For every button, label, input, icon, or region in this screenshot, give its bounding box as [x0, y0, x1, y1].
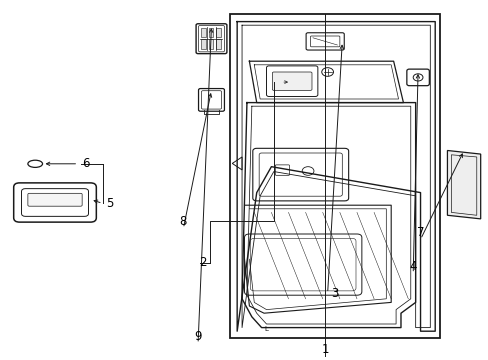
FancyBboxPatch shape [250, 238, 355, 291]
Bar [201, 28, 205, 37]
Text: 8: 8 [179, 215, 187, 228]
Text: 6: 6 [81, 157, 89, 170]
Text: 5: 5 [106, 197, 114, 210]
Text: 1: 1 [321, 343, 328, 356]
Bar [216, 28, 220, 37]
FancyBboxPatch shape [259, 153, 342, 196]
Bar [229, 14, 439, 338]
FancyBboxPatch shape [28, 193, 82, 206]
Bar [201, 40, 205, 49]
FancyBboxPatch shape [201, 91, 221, 109]
FancyBboxPatch shape [244, 234, 361, 295]
Bar [208, 28, 213, 37]
FancyBboxPatch shape [198, 89, 224, 111]
FancyBboxPatch shape [14, 183, 96, 222]
Bar [216, 40, 220, 49]
FancyBboxPatch shape [196, 24, 226, 54]
FancyBboxPatch shape [266, 66, 317, 96]
Text: 7: 7 [416, 226, 424, 239]
FancyBboxPatch shape [21, 189, 88, 216]
Bar [208, 40, 213, 49]
FancyBboxPatch shape [198, 26, 224, 52]
Text: L: L [264, 327, 268, 332]
Text: 3: 3 [330, 287, 338, 300]
Text: 2: 2 [199, 256, 206, 269]
Text: 9: 9 [194, 330, 202, 343]
FancyBboxPatch shape [252, 148, 348, 201]
Text: 4: 4 [408, 260, 416, 273]
FancyBboxPatch shape [272, 72, 311, 90]
FancyBboxPatch shape [275, 165, 289, 175]
FancyBboxPatch shape [305, 33, 344, 50]
Polygon shape [447, 150, 480, 219]
FancyBboxPatch shape [406, 69, 428, 86]
FancyBboxPatch shape [310, 36, 339, 47]
